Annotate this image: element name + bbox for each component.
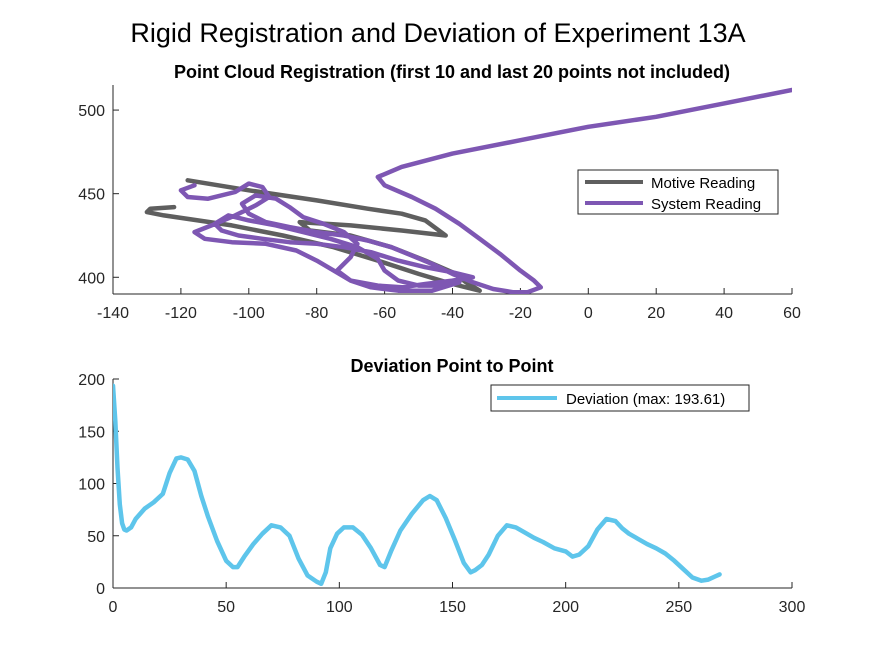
deviation-x-tick-label: 150 xyxy=(439,599,466,616)
registration-plot-area: -140 -120 -100 -80 -60 -40 -20 0 20 40 60 400 450 500 xyxy=(78,85,801,322)
registration-x-tick-label: -20 xyxy=(509,305,532,322)
figure-title: Rigid Registration and Deviation of Expe… xyxy=(130,18,745,48)
deviation-y-tick-label: 100 xyxy=(78,477,105,494)
series-line-deviation xyxy=(113,383,722,587)
registration-x-tick-label: 0 xyxy=(584,305,593,322)
deviation-y-tick-label: 150 xyxy=(78,424,105,441)
deviation-x-tick-label: 300 xyxy=(779,599,806,616)
deviation-y-tick-label: 0 xyxy=(96,581,105,598)
registration-legend: Motive Reading System Reading xyxy=(577,169,779,215)
registration-x-tick-label: 40 xyxy=(715,305,733,322)
deviation-x-tick-label: 100 xyxy=(326,599,353,616)
deviation-plot-area: 0 50 100 150 200 250 300 0 50 100 150 200 xyxy=(78,372,805,616)
deviation-x-tick-label: 200 xyxy=(552,599,579,616)
deviation-series-group xyxy=(113,383,722,587)
registration-y-tick-label: 400 xyxy=(78,270,105,287)
registration-x-tick-label: -120 xyxy=(165,305,197,322)
legend-label-deviation: Deviation (max: 193.61) xyxy=(566,391,725,408)
registration-y-tick-label: 450 xyxy=(78,187,105,204)
deviation-legend: Deviation (max: 193.61) xyxy=(490,384,750,412)
legend-label-system: System Reading xyxy=(651,196,761,213)
registration-x-tick-label: 60 xyxy=(783,305,801,322)
registration-y-tick-label: 500 xyxy=(78,103,105,120)
registration-x-tick-label: 20 xyxy=(647,305,665,322)
deviation-x-tick-label: 50 xyxy=(217,599,235,616)
deviation-chart: Deviation Point to Point 0 50 100 150 200 250… xyxy=(78,356,805,616)
deviation-y-tick-label: 50 xyxy=(87,529,105,546)
registration-x-tick-label: -40 xyxy=(441,305,464,322)
deviation-x-tick-label: 0 xyxy=(109,599,118,616)
registration-chart-title: Point Cloud Registration (first 10 and l… xyxy=(174,62,730,82)
registration-x-tick-label: -140 xyxy=(97,305,129,322)
registration-series-group xyxy=(144,87,792,294)
legend-box xyxy=(577,169,779,215)
registration-x-tick-label: -60 xyxy=(373,305,396,322)
series-line-system-reading xyxy=(178,87,792,294)
deviation-y-tick-label: 200 xyxy=(78,372,105,389)
registration-x-tick-label: -100 xyxy=(233,305,265,322)
registration-x-tick-label: -80 xyxy=(305,305,328,322)
deviation-chart-title: Deviation Point to Point xyxy=(351,356,554,376)
registration-chart: Point Cloud Registration (first 10 and l… xyxy=(78,62,801,322)
deviation-x-tick-label: 250 xyxy=(665,599,692,616)
legend-label-motive: Motive Reading xyxy=(651,175,755,192)
